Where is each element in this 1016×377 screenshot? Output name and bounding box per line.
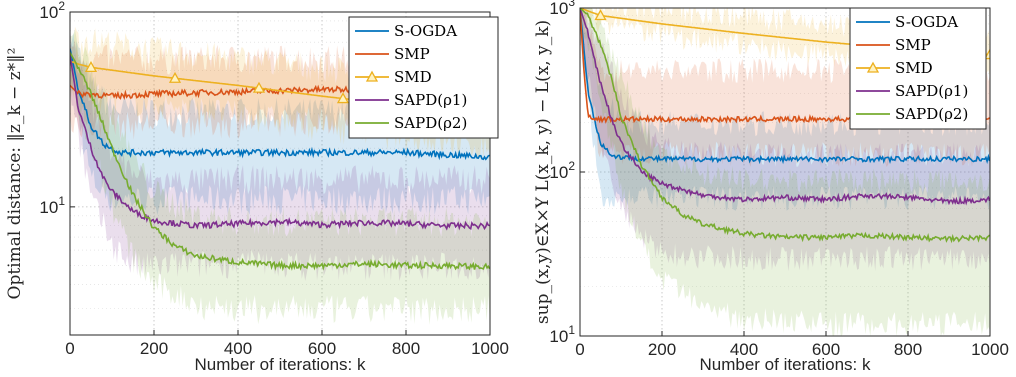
series-line-S-OGDA	[580, 8, 990, 165]
x-axis-label: Number of iterations: k	[194, 355, 366, 374]
x-tick-label: 800	[392, 339, 420, 358]
y-axis-label: sup_(x,y)∈X×Y L(x_k, y) − L(x, y_k)	[533, 20, 553, 324]
band-S-OGDA	[580, 8, 990, 211]
band-SAPD2	[70, 30, 490, 325]
y-tick-label: 102	[549, 159, 575, 182]
x-tick-label: 600	[308, 339, 336, 358]
series-marker-SMD	[252, 81, 266, 93]
x-tick-label: 0	[575, 340, 584, 359]
x-tick-label: 0	[65, 339, 74, 358]
series-marker-SMD	[336, 92, 350, 104]
legend-label: SAPD(ρ1)	[394, 91, 467, 109]
legend-marker	[866, 61, 880, 73]
x-tick-label: 1000	[471, 339, 509, 358]
x-tick-label: 600	[812, 340, 840, 359]
legend-label: S-OGDA	[394, 22, 457, 40]
band-SAPD1	[70, 26, 490, 282]
series-marker-SMD	[594, 9, 607, 21]
x-tick-label: 200	[140, 339, 168, 358]
y-axis-label: Optimal distance: ‖z_k − z*‖²	[5, 48, 25, 300]
band-S-OGDA	[70, 33, 490, 215]
legend-label: SAPD(ρ2)	[394, 114, 467, 132]
legend-label: SMP	[394, 45, 430, 63]
band-SMD	[580, 8, 990, 78]
y-ticks: 101 102	[39, 0, 75, 217]
x-tick-label: 400	[730, 340, 758, 359]
x-tick-label: 800	[894, 340, 922, 359]
x-axis-label: Number of iterations: k	[699, 355, 871, 374]
series-line-SAPD2	[70, 52, 490, 272]
x-tick-label: 1000	[971, 340, 1009, 359]
series-line-SAPD1	[70, 55, 490, 231]
legend-marker	[365, 70, 379, 82]
y-tick-label: 103	[549, 0, 575, 18]
legend-label: SAPD(ρ2)	[895, 105, 968, 123]
band-SAPD1	[580, 8, 990, 272]
legend-label: SMD	[394, 68, 432, 86]
x-tick-label: 200	[648, 340, 676, 359]
chart-left: 0 200 400 600 800 1000 101 102 Number of iterati…	[5, 0, 509, 374]
y-ticks: 101 102 103	[549, 0, 585, 346]
y-tick-label: 102	[39, 0, 65, 22]
series-marker-SMD	[84, 61, 98, 72]
series-line-S-OGDA	[70, 48, 490, 161]
legend-label: SMP	[895, 36, 931, 54]
legend: S-OGDA SMP SMD SAPD(ρ1) SAPD(ρ2)	[348, 16, 499, 139]
series-marker-SMD	[168, 71, 182, 83]
legend-label: SMD	[895, 59, 933, 77]
x-ticks: 0 200 400 600 800 1000	[575, 331, 1009, 359]
series-lines	[580, 8, 990, 244]
axes-box	[69, 11, 491, 336]
series-line-SAPD2	[580, 8, 990, 244]
x-tick-label: 400	[224, 339, 252, 358]
band-SAPD2	[580, 8, 990, 336]
legend: S-OGDA SMP SMD SAPD(ρ1) SAPD(ρ2)	[849, 7, 987, 130]
y-tick-label: 101	[39, 194, 65, 217]
x-ticks: 0 200 400 600 800 1000	[65, 330, 509, 358]
legend-label: S-OGDA	[895, 13, 958, 31]
legend-label: SAPD(ρ1)	[895, 82, 968, 100]
y-tick-label: 101	[549, 323, 575, 346]
chart-right: 0 200 400 600 800 1000 101 102 103 Number of iter…	[533, 0, 1009, 374]
grid	[579, 7, 991, 337]
